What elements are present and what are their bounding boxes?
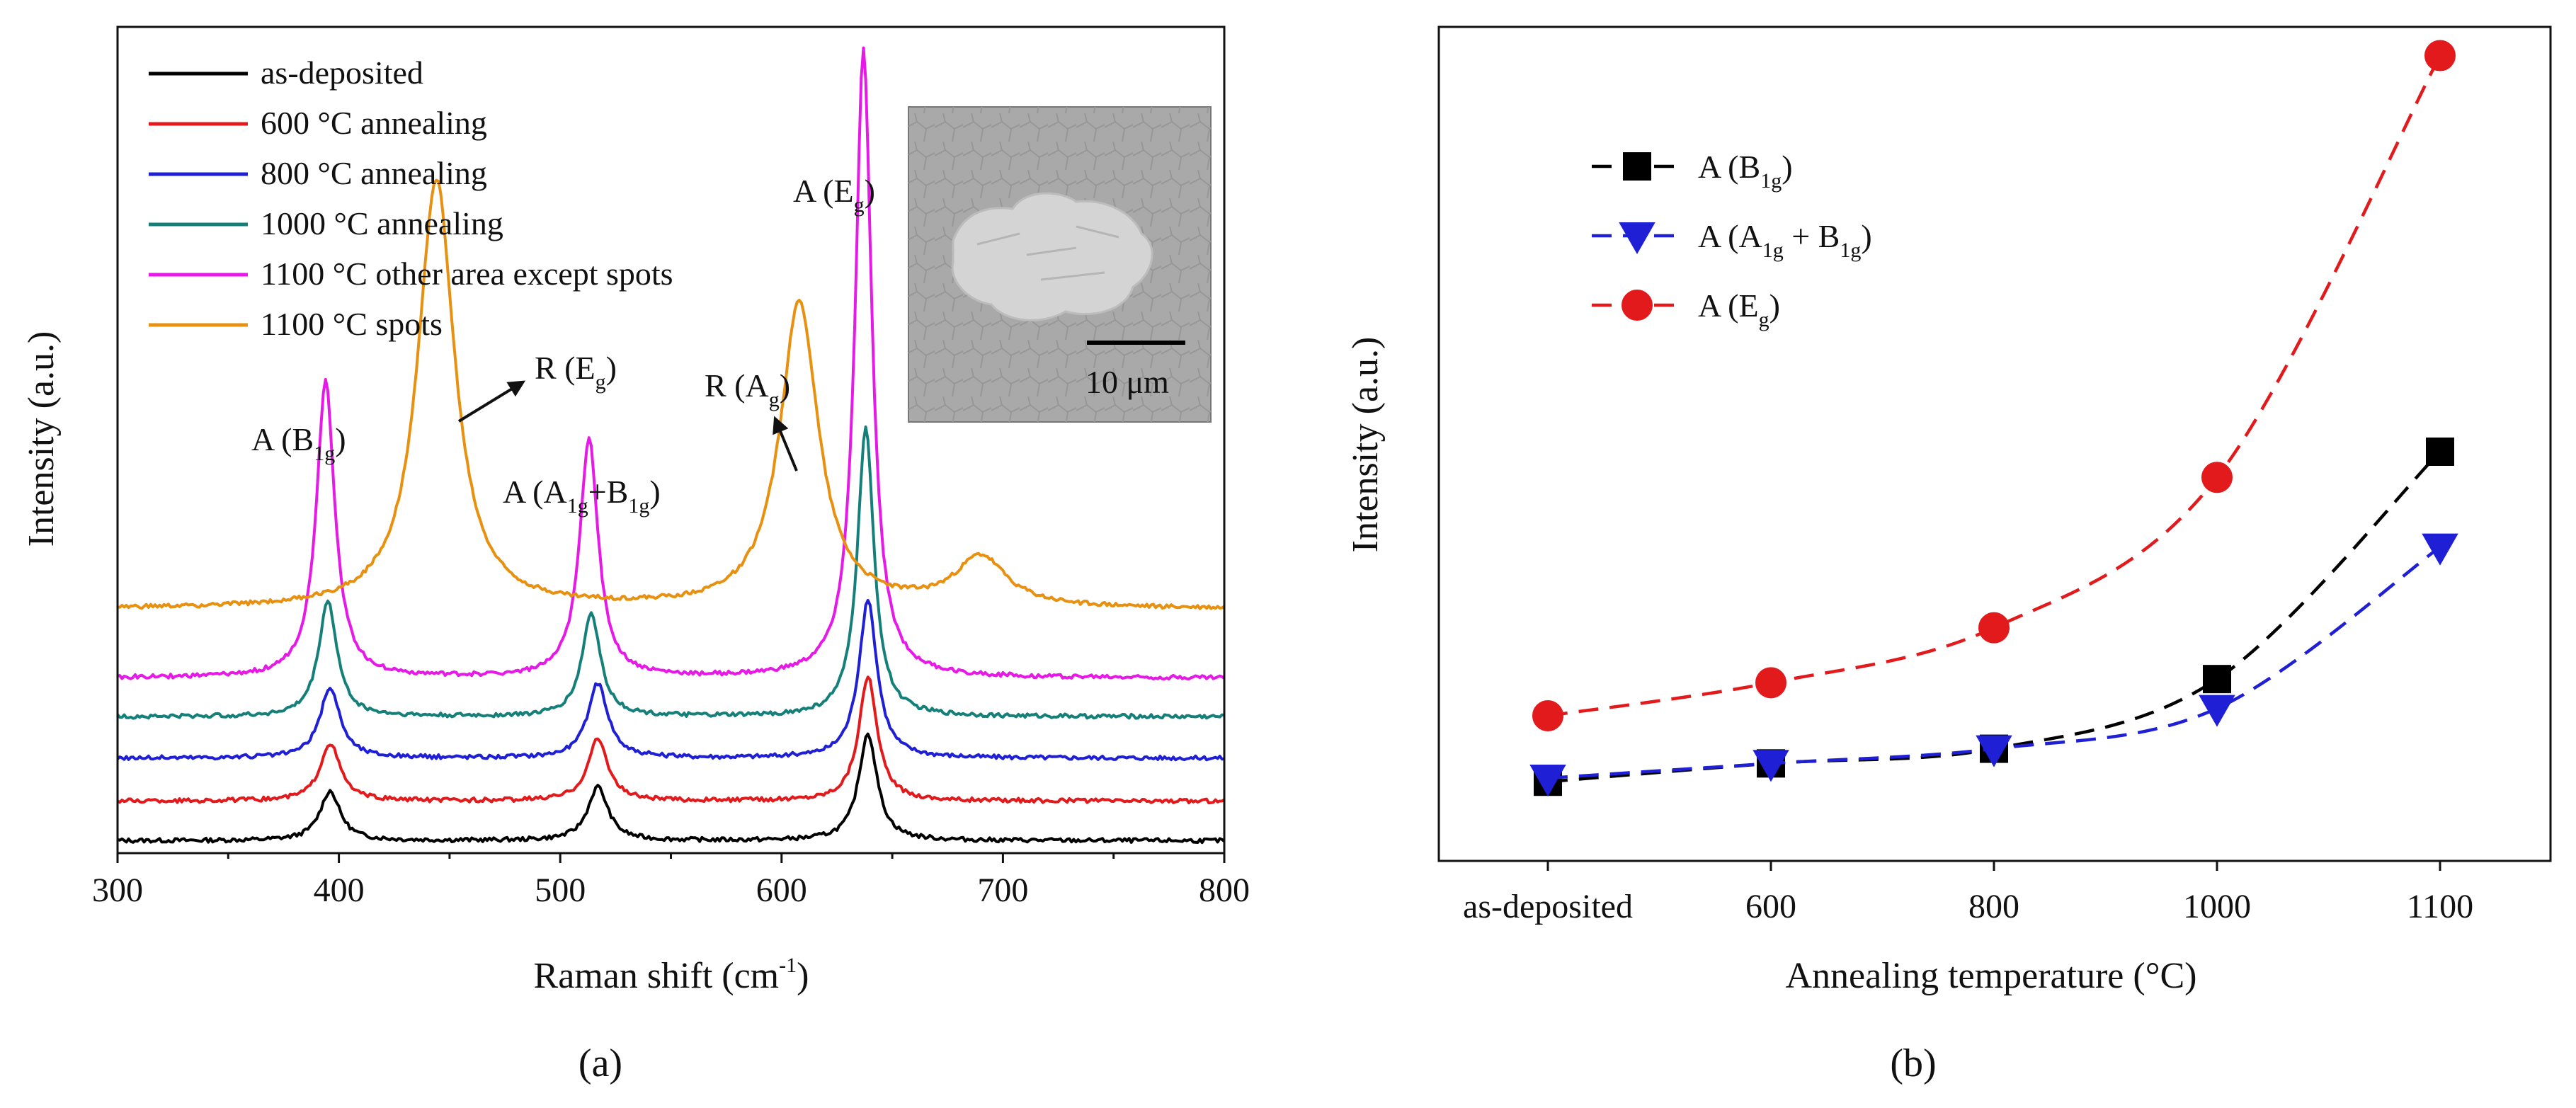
x-tick-label-b: 1000 (2183, 888, 2251, 925)
panel-label-a: (a) (579, 1041, 622, 1085)
spectrum-1100-c-other-area-except-spots (117, 46, 1226, 681)
legend-label-a-b1g: A (B1g) (1698, 149, 1793, 193)
annotation-a-b1g: A (B1g) (251, 421, 346, 465)
spectra-legend: as-deposited 600 °C annealing 800 °C annea… (149, 55, 673, 342)
data-point-a-b1g (2426, 438, 2454, 466)
annotation-r-eg: R (Eg) (535, 350, 617, 394)
annotation-a-eg: A (Eg) (793, 173, 875, 217)
spectrum-1100-c-spots (117, 178, 1226, 610)
x-tick-label-a: 600 (756, 872, 807, 909)
sem-inset-image: 10 μm (908, 106, 1212, 423)
data-point-a-eg (1532, 699, 1563, 731)
spectra-series-group (116, 46, 1226, 845)
x-tick-label-b: 600 (1745, 888, 1796, 925)
x-tick-label-a: 500 (535, 872, 586, 909)
data-point-a-eg (1755, 667, 1786, 699)
panel-label-b: (b) (1890, 1041, 1936, 1085)
scale-bar-label: 10 μm (1085, 364, 1169, 400)
data-point-a-a1g-b1g (2422, 533, 2458, 566)
x-axis-label-a: Raman shift (cm-1) (534, 954, 809, 996)
annotation-r-ag: R (Ag) (705, 367, 790, 411)
data-point-a-a1g-b1g (1976, 735, 2012, 767)
x-tick-label-a: 400 (314, 872, 365, 909)
legend-label-as-deposited: as-deposited (261, 55, 423, 91)
x-axis-label-b: Annealing temperature (°C) (1785, 956, 2196, 996)
spectrum-600-c-annealing (116, 675, 1226, 805)
x-tick-label-a: 700 (977, 872, 1028, 909)
y-axis-label-b: Intensity (a.u.) (1345, 337, 1386, 553)
intensity-legend: A (B1g) A (A1g + B1g) A (Eg) (1592, 149, 1872, 331)
intensity-series-group (1529, 40, 2458, 797)
arrow-r-ag (773, 416, 798, 472)
legend-marker-a-a1g-b1g (1619, 222, 1655, 255)
data-point-a-eg (1978, 612, 2010, 644)
legend-label-1100-c-spots: 1100 °C spots (261, 306, 443, 342)
spectrum-as-deposited (117, 732, 1226, 845)
legend-marker-a-eg (1622, 290, 1653, 321)
spectrum-800-c-annealing (116, 598, 1225, 762)
spectrum-1000-c-annealing (116, 426, 1225, 720)
peak-annotations: A (B1g) R (Eg) A (A1g+B1g) R (Ag) A (Eg) (251, 173, 875, 518)
arrow-r-eg (457, 380, 526, 423)
legend-label-600-c-annealing: 600 °C annealing (261, 105, 487, 141)
x-tick-label-a: 300 (92, 872, 143, 909)
y-axis-label-a: Intensity (a.u.) (21, 331, 62, 547)
data-point-a-b1g (2203, 665, 2231, 694)
x-tick-label-b: as-deposited (1463, 888, 1633, 925)
series-line-a-eg (1547, 55, 2441, 718)
data-point-a-eg (2424, 40, 2456, 72)
raman-spectra-chart: 10 μm A (B1g) R (Eg) A (A1g+B1g) R (Ag) … (21, 25, 1250, 1085)
legend-label-1100-c-other-area-except-spots: 1100 °C other area except spots (261, 256, 673, 292)
data-point-a-a1g-b1g (1753, 750, 1789, 782)
legend-label-800-c-annealing: 800 °C annealing (261, 155, 487, 191)
data-point-a-a1g-b1g (2199, 695, 2235, 727)
x-tick-label-a: 800 (1199, 872, 1250, 909)
x-tick-label-b: 1100 (2407, 888, 2473, 925)
intensity-vs-temperature-chart: as-deposited 600 800 1000 1100 A (B1g) A (A1g… (1345, 25, 2552, 1085)
x-axis-ticks-a: 300 400 500 600 700 800 (92, 853, 1250, 909)
data-point-a-a1g-b1g (1529, 765, 1566, 797)
x-tick-label-b: 800 (1968, 888, 2019, 925)
x-axis-ticks-b: as-deposited 600 800 1000 1100 (1463, 861, 2473, 925)
legend-label-1000-c-annealing: 1000 °C annealing (261, 205, 503, 241)
legend-marker-a-b1g (1623, 152, 1651, 181)
annotation-a-a1g-b1g: A (A1g+B1g) (503, 474, 661, 518)
legend-label-a-a1g-b1g: A (A1g + B1g) (1698, 218, 1872, 262)
data-point-a-eg (2201, 462, 2233, 493)
legend-label-a-eg: A (Eg) (1698, 287, 1780, 331)
